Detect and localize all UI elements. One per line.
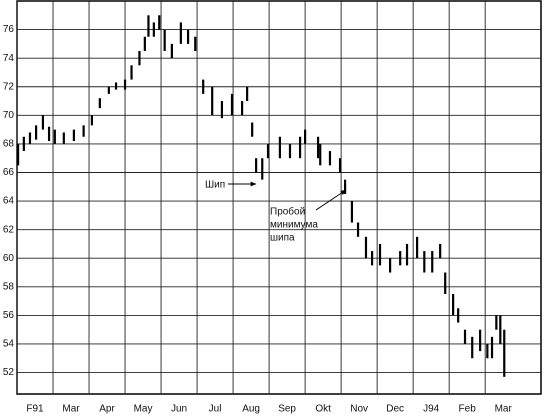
x-tick-label: May xyxy=(134,404,153,415)
y-tick-label: 54 xyxy=(3,339,15,350)
x-tick-label: Feb xyxy=(459,404,477,415)
annotation-arrow xyxy=(315,189,347,211)
x-tick-label: Mar xyxy=(495,404,513,415)
x-tick-label: Jul xyxy=(209,404,222,415)
y-tick-label: 64 xyxy=(3,196,15,207)
x-tick-label: J94 xyxy=(423,404,440,415)
y-tick-label: 66 xyxy=(3,167,15,178)
plot-frame xyxy=(16,0,542,395)
y-tick-label: 56 xyxy=(3,310,15,321)
y-tick-label: 58 xyxy=(3,281,15,292)
y-tick-label: 76 xyxy=(3,24,15,35)
x-tick-label: Mar xyxy=(62,404,80,415)
x-tick-label: Sep xyxy=(278,404,296,415)
x-tick-label: Aug xyxy=(242,404,260,415)
annotation: Пробой xyxy=(270,206,305,218)
x-tick-label: Jun xyxy=(171,404,187,415)
y-tick-label: 62 xyxy=(3,224,15,235)
y-tick-label: 72 xyxy=(3,81,15,92)
y-tick-label: 68 xyxy=(3,139,15,150)
y-tick-label: 74 xyxy=(3,53,15,64)
annotation: Шип xyxy=(205,180,225,191)
annotation: минимума xyxy=(270,220,318,231)
x-tick-label: Okt xyxy=(315,404,331,415)
x-tick-label: Nov xyxy=(350,404,368,415)
y-tick-label: 52 xyxy=(3,367,15,378)
annotation: шипа xyxy=(270,233,295,244)
y-tick-label: 60 xyxy=(3,253,15,264)
x-tick-label: Dec xyxy=(386,404,404,415)
x-tick-label: F91 xyxy=(26,404,44,415)
y-tick-label: 70 xyxy=(3,110,15,121)
x-tick-label: Apr xyxy=(99,404,115,415)
